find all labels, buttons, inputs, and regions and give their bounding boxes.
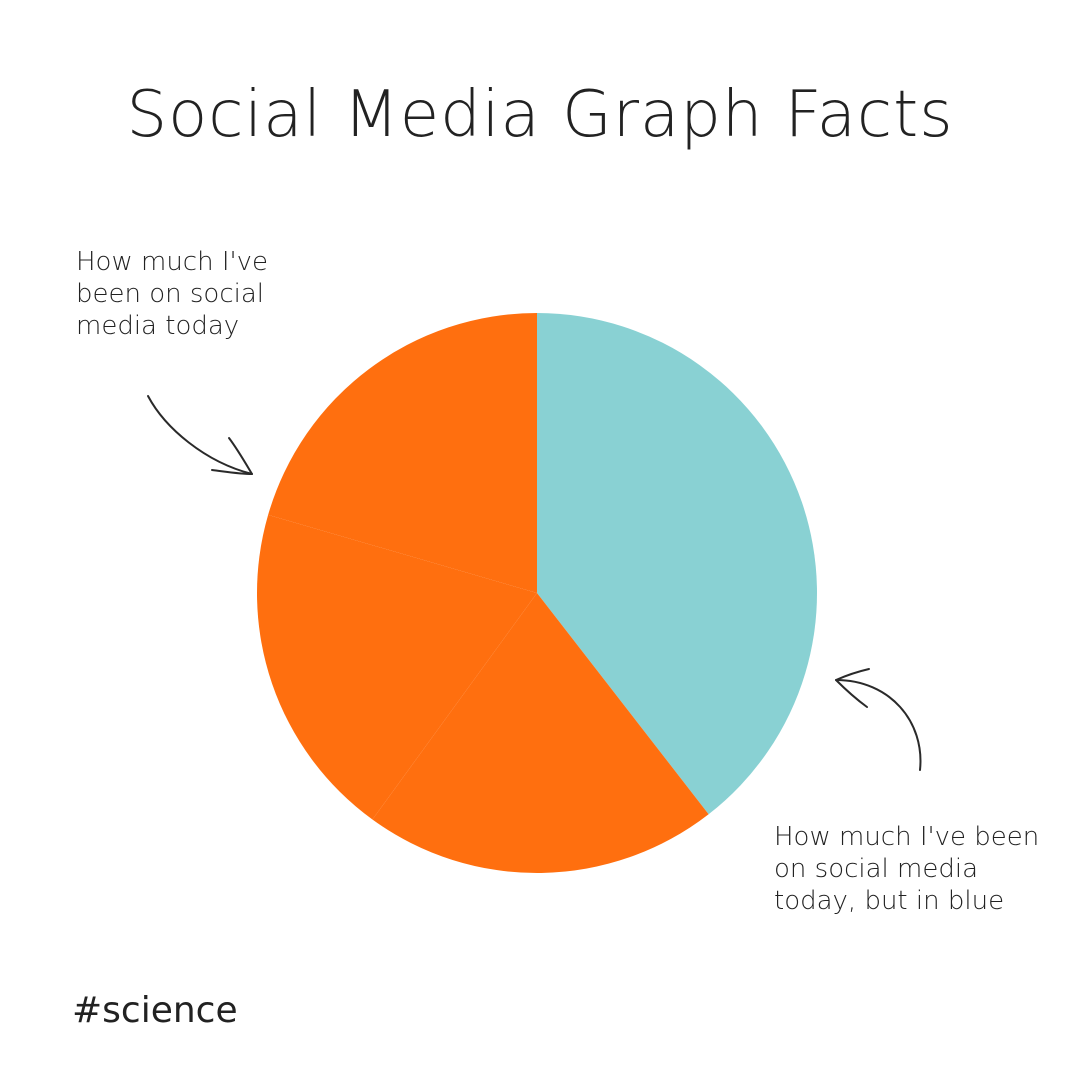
annotation-right: How much I've been on social media today… <box>774 822 1040 916</box>
pie-slice-2 <box>372 593 709 873</box>
arrow-left-icon <box>147 395 253 475</box>
hashtag: #science <box>72 990 238 1031</box>
pie-slices <box>257 313 817 873</box>
pie-slice-3 <box>257 514 537 820</box>
chart-title: Social Media Graph Facts <box>126 78 954 152</box>
annotation-left: How much I've been on social media today <box>76 247 269 341</box>
pie-slice-1 <box>537 313 817 815</box>
pie-slice-4 <box>268 313 537 593</box>
arrow-right-icon <box>835 668 922 771</box>
